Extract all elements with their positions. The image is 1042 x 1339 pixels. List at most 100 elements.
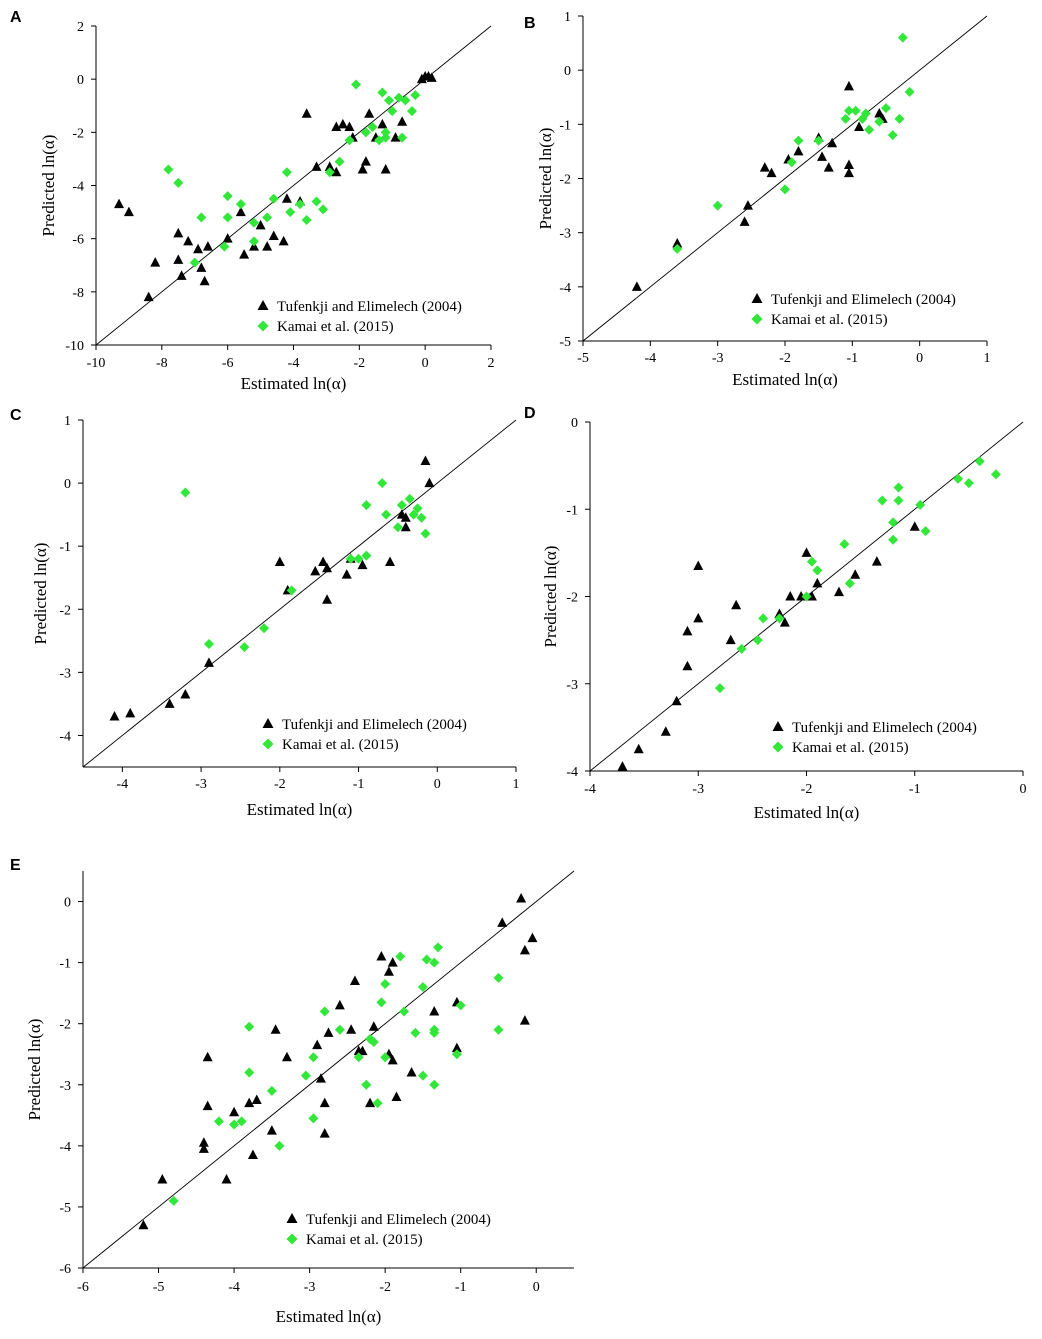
y-axis-label: Predicted ln(α): [25, 1019, 44, 1121]
kamai-point: [793, 135, 804, 146]
kamai-point: [268, 193, 279, 204]
kamai-point: [285, 207, 296, 218]
tufenkji-point: [850, 569, 861, 579]
tufenkji-point: [221, 1173, 232, 1184]
tufenkji-point: [357, 1045, 368, 1056]
y-tick-label: 0: [564, 64, 571, 79]
kamai-point: [244, 1021, 255, 1032]
kamai-point: [752, 635, 763, 646]
kamai-point: [410, 90, 421, 101]
kamai-point: [864, 124, 875, 135]
x-tick-label: -3: [195, 777, 207, 792]
kamai-point: [897, 32, 908, 43]
kamai-point: [813, 135, 824, 146]
y-tick-label: -4: [59, 1140, 71, 1155]
tufenkji-point: [251, 1094, 262, 1105]
tufenkji-point: [682, 625, 693, 636]
tufenkji-point: [123, 206, 134, 217]
legend-label-tufenkji: Tufenkji and Elimelech (2004): [792, 720, 977, 736]
y-tick-label: -8: [72, 286, 84, 301]
y-tick-label: -2: [72, 126, 84, 141]
tufenkji-point: [315, 1073, 326, 1083]
tufenkji-point: [270, 1024, 281, 1034]
kamai-point: [377, 87, 388, 98]
tufenkji-point: [365, 1097, 376, 1108]
kamai-point: [189, 257, 200, 268]
tufenkji-point: [451, 1042, 462, 1053]
kamai-point: [801, 591, 812, 602]
tufenkji-point: [164, 698, 175, 708]
kamai-point: [774, 613, 785, 624]
tufenkji-point: [255, 219, 266, 230]
tufenkji-point: [833, 586, 844, 597]
kamai-point: [219, 241, 230, 252]
kamai-point: [714, 683, 725, 694]
tufenkji-point: [420, 455, 431, 466]
kamai-point: [380, 132, 391, 143]
one-to-one-line: [82, 419, 517, 768]
kamai-point: [319, 1006, 330, 1017]
chart-panel-a: A -10 -8 -6 -4 -2 0 2 -10 -8 -6 -4 -2 0 2 Estimated ln(…: [10, 9, 495, 393]
tufenkji-point: [779, 617, 790, 627]
kamai-point: [736, 643, 747, 654]
tufenkji-point: [349, 975, 360, 985]
tufenkji-point: [322, 594, 333, 604]
kamai-point: [235, 199, 246, 210]
tufenkji-point: [387, 957, 398, 967]
kamai-point: [381, 509, 392, 520]
kamai-point: [380, 127, 391, 138]
tufenkji-point: [196, 262, 207, 272]
tufenkji-point: [377, 118, 388, 129]
legend-label-tufenkji: Tufenkji and Elimelech (2004): [282, 717, 467, 733]
tufenkji-point: [324, 161, 335, 171]
kamai-point: [915, 499, 926, 510]
tufenkji-point: [406, 1067, 417, 1077]
kamai-point: [213, 1116, 224, 1127]
kamai-point: [904, 86, 915, 97]
kamai-point: [300, 1070, 311, 1081]
tufenkji-point: [176, 270, 187, 280]
legend-label-tufenkji: Tufenkji and Elimelech (2004): [771, 292, 956, 308]
y-tick-label: -6: [72, 233, 84, 248]
tufenkji-point: [229, 1106, 240, 1117]
y-tick-label: -1: [566, 503, 578, 518]
kamai-point: [168, 1195, 179, 1206]
chart-panel-c: C -4 -3 -2 -1 0 1 -4 -3 -2 -1 0 1 Estimated ln(α) Pred…: [10, 407, 520, 819]
tufenkji-point: [519, 944, 530, 955]
tufenkji-point: [319, 1097, 330, 1108]
tufenkji-point: [385, 556, 396, 566]
kamai-point: [850, 105, 861, 116]
kamai-point: [239, 642, 250, 653]
y-tick-label: -3: [566, 678, 578, 693]
tufenkji-point: [202, 1100, 213, 1111]
tufenkji-point: [617, 761, 628, 771]
tufenkji-point: [143, 291, 154, 302]
tufenkji-point: [380, 164, 391, 174]
kamai-point: [881, 103, 891, 114]
y-tick-label: -4: [72, 180, 84, 195]
kamai-point: [259, 623, 270, 634]
tufenkji-point: [400, 521, 411, 532]
kamai-point: [395, 951, 406, 962]
kamai-point: [301, 215, 312, 226]
tufenkji-point: [527, 932, 538, 943]
kamai-point: [249, 217, 259, 228]
one-to-one-line: [582, 15, 988, 342]
tufenkji-point: [843, 167, 854, 178]
kamai-point: [376, 997, 387, 1008]
tufenkji-point: [203, 657, 214, 667]
kamai-point: [361, 1079, 372, 1090]
tufenkji-point: [671, 695, 682, 706]
y-tick-label: -10: [65, 339, 84, 354]
kamai-point: [429, 957, 440, 968]
tufenkji-point: [759, 162, 770, 172]
legend-label-tufenkji: Tufenkji and Elimelech (2004): [306, 1212, 491, 1228]
tufenkji-point: [202, 1051, 213, 1062]
panel-letter: D: [524, 405, 536, 422]
tufenkji-point: [731, 599, 742, 610]
kamai-point: [888, 517, 899, 528]
tufenkji-point: [660, 726, 671, 736]
y-tick-label: 1: [564, 10, 571, 25]
tufenkji-point: [193, 243, 204, 254]
kamai-point: [360, 127, 371, 138]
